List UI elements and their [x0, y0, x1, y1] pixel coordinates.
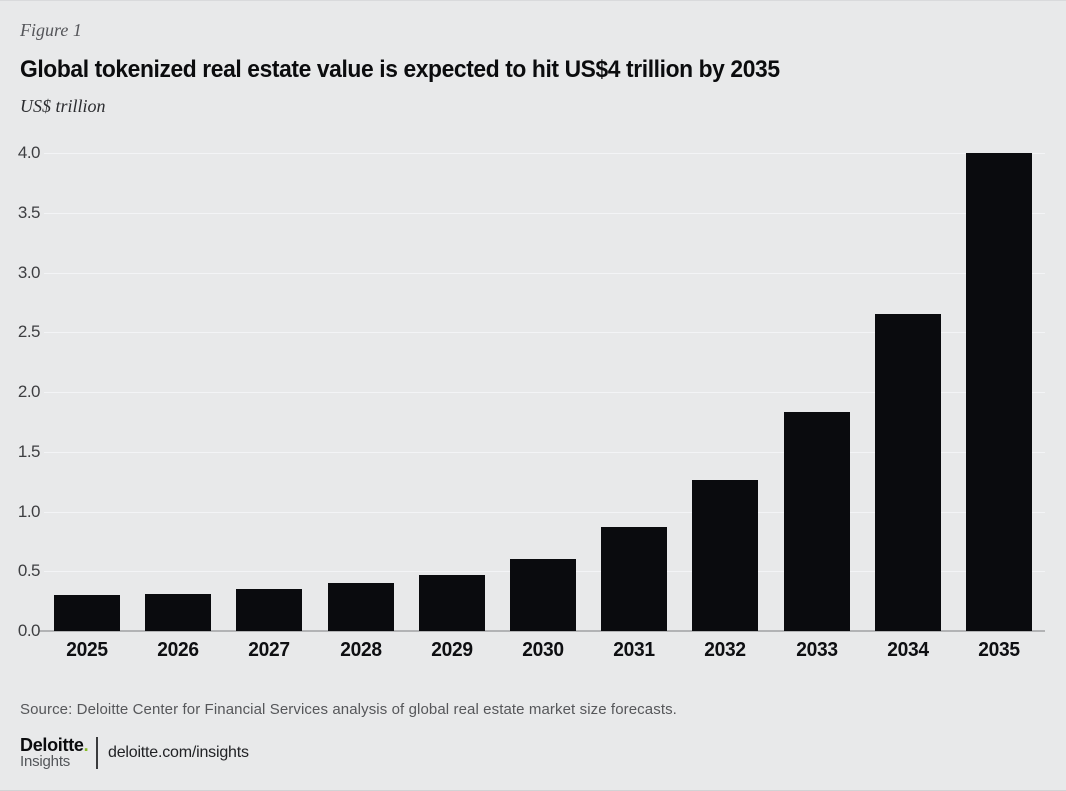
footer-link[interactable]: deloitte.com/insights [108, 744, 249, 761]
figure-title: Global tokenized real estate value is ex… [20, 56, 780, 83]
x-tick-label: 2027 [248, 639, 291, 661]
insights-wordmark: Insights [20, 753, 71, 770]
bar-2029 [418, 574, 485, 631]
source-note: Source: Deloitte Center for Financial Se… [20, 701, 677, 718]
y-tick-label: 0.5 [17, 561, 41, 581]
y-tick-label: 3.0 [17, 262, 41, 282]
y-tick-label: 4.0 [17, 143, 41, 162]
gridline [44, 153, 1045, 154]
bar-2030 [510, 559, 576, 631]
x-tick-label: 2030 [522, 639, 564, 661]
gridline [44, 212, 1045, 214]
x-tick-label: 2033 [795, 639, 838, 661]
x-tick-label: 2025 [66, 639, 108, 661]
bar-2031 [601, 527, 668, 631]
deloitte-wordmark: Deloitte. [20, 735, 89, 755]
y-tick-label: 2.5 [17, 322, 41, 342]
deloitte-green-dot: . [83, 735, 89, 755]
y-tick-label: 3.5 [17, 202, 41, 222]
bar-2025 [54, 595, 120, 631]
gridline [44, 511, 1045, 513]
x-tick-label: 2032 [704, 639, 747, 661]
bar-2035 [966, 153, 1032, 631]
y-tick-label: 1.5 [17, 441, 41, 461]
x-tick-label: 2034 [887, 639, 929, 661]
x-tick-label: 2026 [157, 639, 199, 661]
gridline [44, 392, 1045, 393]
y-tick-label: 1.0 [17, 501, 41, 521]
y-tick-label: 2.0 [17, 382, 41, 401]
unit-label: US$ trillion [20, 96, 106, 116]
x-tick-label: 2035 [978, 639, 1020, 661]
bar-2027 [236, 589, 303, 631]
bar-2033 [783, 412, 850, 631]
gridline [44, 272, 1045, 274]
gridline [44, 332, 1045, 334]
x-axis-line [39, 630, 1045, 632]
x-tick-label: 2029 [431, 639, 473, 661]
gridline [44, 451, 1045, 453]
x-tick-label: 2031 [613, 639, 655, 661]
footer-divider [96, 737, 98, 769]
bar-2032 [692, 480, 759, 631]
bar-2026 [145, 593, 212, 631]
bar-2028 [327, 583, 394, 631]
bar-2034 [874, 314, 941, 631]
deloitte-insights-logo: Deloitte. Insights [20, 735, 89, 770]
y-tick-label: 0.0 [17, 621, 41, 640]
figure-label: Figure 1 [20, 20, 82, 40]
x-tick-label: 2028 [339, 639, 382, 661]
